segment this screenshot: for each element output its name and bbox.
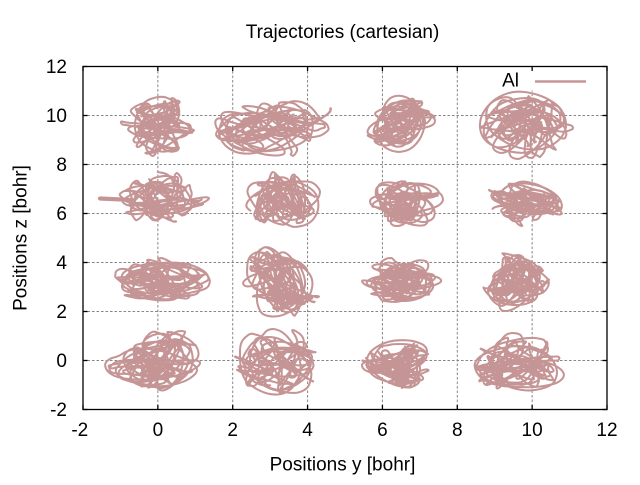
svg-text:8: 8 xyxy=(56,155,67,176)
svg-text:Al: Al xyxy=(502,71,519,92)
svg-text:8: 8 xyxy=(452,420,463,441)
svg-text:0: 0 xyxy=(153,420,164,441)
svg-text:2: 2 xyxy=(227,420,238,441)
svg-text:6: 6 xyxy=(377,420,388,441)
svg-text:10: 10 xyxy=(46,106,67,127)
svg-text:0: 0 xyxy=(56,351,67,372)
svg-text:10: 10 xyxy=(522,420,543,441)
svg-text:-2: -2 xyxy=(71,420,88,441)
svg-text:-2: -2 xyxy=(50,400,67,421)
svg-text:4: 4 xyxy=(56,253,67,274)
svg-text:Trajectories (cartesian): Trajectories (cartesian) xyxy=(246,22,440,43)
svg-text:2: 2 xyxy=(56,302,67,323)
svg-text:6: 6 xyxy=(56,204,67,225)
svg-text:4: 4 xyxy=(302,420,313,441)
svg-text:12: 12 xyxy=(596,420,617,441)
svg-text:Positions y [bohr]: Positions y [bohr] xyxy=(270,455,416,476)
svg-text:Positions z [bohr]: Positions z [bohr] xyxy=(11,165,32,311)
svg-text:12: 12 xyxy=(46,57,67,78)
